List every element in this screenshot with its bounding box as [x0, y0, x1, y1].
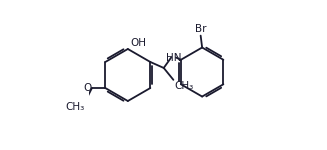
Text: Br: Br: [195, 24, 206, 34]
Text: HN: HN: [166, 52, 181, 63]
Text: O: O: [83, 83, 92, 93]
Text: CH₃: CH₃: [65, 102, 84, 112]
Text: OH: OH: [130, 38, 146, 48]
Text: CH₃: CH₃: [174, 81, 193, 91]
